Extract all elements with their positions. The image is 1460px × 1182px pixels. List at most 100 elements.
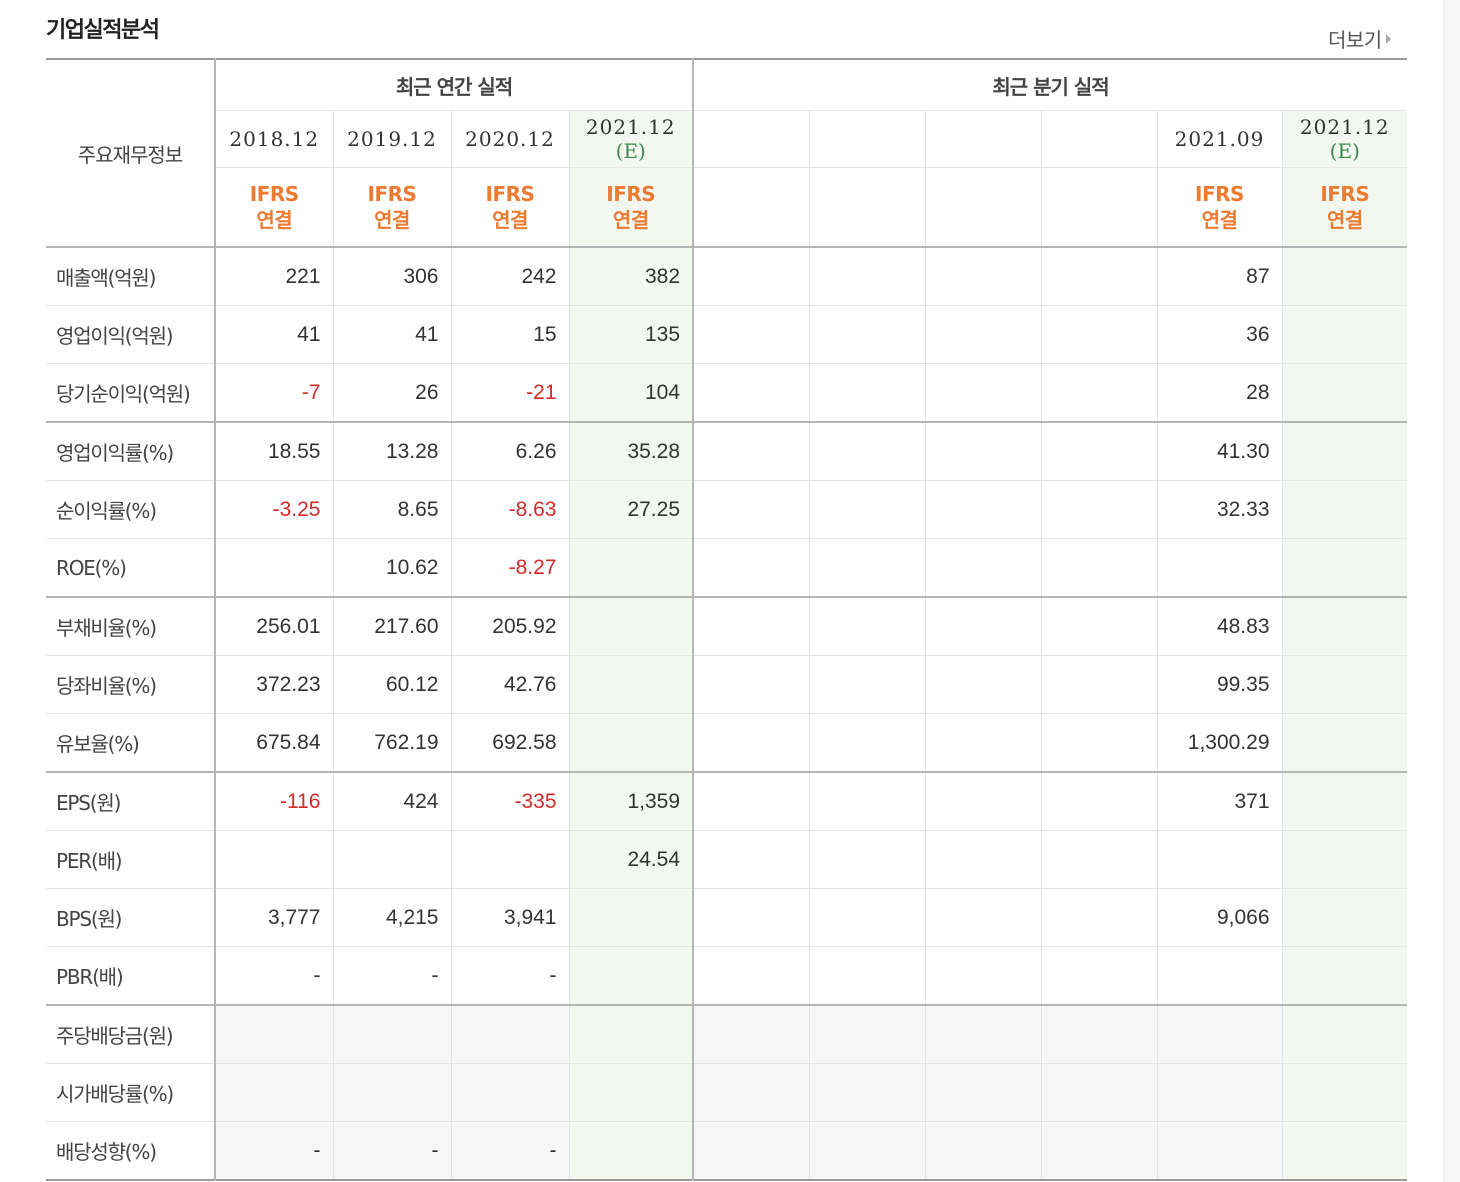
quarter-date-2021-12-estimate: 2021.12 (E) xyxy=(1281,110,1408,168)
annual-value-cell xyxy=(568,596,694,656)
estimate-mark: (E) xyxy=(1329,139,1360,163)
quarter-value-cell xyxy=(692,1004,810,1064)
quarter-value-cell xyxy=(692,713,810,773)
quarter-value-cell xyxy=(1281,771,1408,831)
more-link[interactable]: 더보기 xyxy=(1328,24,1391,53)
scrollbar-track[interactable] xyxy=(1443,0,1460,1182)
annual-value-cell: 135 xyxy=(568,305,694,364)
quarter-value-cell xyxy=(808,1063,926,1122)
quarter-value-cell xyxy=(924,246,1042,306)
quarter-value-cell xyxy=(924,480,1042,539)
annual-value-cell: 10.62 xyxy=(332,538,452,598)
table-row: BPS(원) 3,777 4,215 3,941 9,066 xyxy=(46,888,1408,947)
annual-value-cell xyxy=(214,1004,334,1064)
quarter-value-cell xyxy=(692,421,810,481)
quarter-value-cell: 371 xyxy=(1156,771,1283,831)
quarter-value-cell xyxy=(808,1121,926,1181)
quarter-value-cell xyxy=(1281,538,1408,598)
quarter-value-cell xyxy=(808,771,926,831)
annual-value-cell: 35.28 xyxy=(568,421,694,481)
row-label: 순이익률(%) xyxy=(46,480,216,539)
quarter-value-cell xyxy=(1281,480,1408,539)
quarter-value-cell xyxy=(924,305,1042,364)
row-label: 배당성향(%) xyxy=(46,1121,216,1181)
annual-value-cell xyxy=(450,830,570,889)
row-label: BPS(원) xyxy=(46,888,216,947)
annual-value-cell: 306 xyxy=(332,246,452,306)
annual-date-2018: 2018.12 xyxy=(214,110,334,168)
quarter-value-cell: 48.83 xyxy=(1156,596,1283,656)
row-label: 영업이익률(%) xyxy=(46,421,216,481)
quarter-value-cell xyxy=(924,830,1042,889)
quarter-value-cell xyxy=(1040,480,1158,539)
ifrs-cell-empty xyxy=(692,167,810,248)
quarter-value-cell xyxy=(1040,538,1158,598)
annual-value-cell xyxy=(450,1004,570,1064)
quarter-value-cell xyxy=(692,363,810,423)
quarter-date-2021-09: 2021.09 xyxy=(1156,110,1283,168)
annual-value-cell: 24.54 xyxy=(568,830,694,889)
ifrs-cell-empty xyxy=(1040,167,1158,248)
quarter-value-cell xyxy=(692,888,810,947)
quarter-value-cell xyxy=(692,596,810,656)
quarter-value-cell xyxy=(1040,246,1158,306)
ifrs-cell-empty xyxy=(808,167,926,248)
annual-value-cell: 41 xyxy=(332,305,452,364)
annual-group-header: 최근 연간 실적 xyxy=(213,58,694,111)
more-link-label: 더보기 xyxy=(1328,28,1382,52)
quarter-value-cell: 32.33 xyxy=(1156,480,1283,539)
quarter-value-cell xyxy=(808,538,926,598)
ifrs-header-row: IFRS 연결 IFRS 연결 IFRS 연결 IFRS 연결 IFRS 연결 IFRS 연… xyxy=(46,167,1408,248)
table-row: EPS(원) -116 424 -335 1,359 371 xyxy=(46,771,1408,831)
quarter-value-cell xyxy=(1040,655,1158,714)
quarter-value-cell xyxy=(924,946,1042,1006)
quarter-value-cell xyxy=(692,771,810,831)
quarter-value-cell xyxy=(1281,830,1408,889)
quarter-value-cell xyxy=(808,246,926,306)
quarter-date-1 xyxy=(692,110,810,168)
date-header-row: 2018.12 2019.12 2020.12 2021.12 (E) 2021.… xyxy=(46,110,1408,168)
quarter-value-cell: 87 xyxy=(1156,246,1283,306)
quarter-value-cell xyxy=(1281,246,1408,306)
quarter-value-cell xyxy=(1040,713,1158,773)
annual-value-cell: 221 xyxy=(214,246,334,306)
quarter-value-cell xyxy=(808,363,926,423)
annual-value-cell: 4,215 xyxy=(332,888,452,947)
annual-value-cell: 26 xyxy=(332,363,452,423)
annual-value-cell: - xyxy=(332,946,452,1006)
annual-value-cell xyxy=(568,946,694,1006)
quarter-value-cell xyxy=(1281,305,1408,364)
quarter-value-cell xyxy=(808,421,926,481)
annual-value-cell xyxy=(214,1063,334,1122)
table-row: PBR(배) - - - xyxy=(46,946,1408,1006)
annual-value-cell: 3,777 xyxy=(214,888,334,947)
table-row: 순이익률(%) -3.25 8.65 -8.63 27.25 32.33 xyxy=(46,480,1408,539)
ifrs-badge: IFRS 연결 xyxy=(214,167,334,248)
annual-value-cell: 41 xyxy=(214,305,334,364)
annual-value-cell xyxy=(214,538,334,598)
quarter-value-cell xyxy=(924,363,1042,423)
annual-value-cell: -8.27 xyxy=(450,538,570,598)
annual-value-cell: -3.25 xyxy=(214,480,334,539)
quarter-value-cell xyxy=(808,305,926,364)
table-row: 시가배당률(%) xyxy=(46,1063,1408,1122)
annual-value-cell: 15 xyxy=(450,305,570,364)
quarter-value-cell xyxy=(1040,596,1158,656)
annual-value-cell xyxy=(568,713,694,773)
table-row: 영업이익(억원) 41 41 15 135 36 xyxy=(46,305,1408,364)
quarter-value-cell xyxy=(1281,1004,1408,1064)
quarter-value-cell xyxy=(1281,946,1408,1006)
annual-value-cell: 13.28 xyxy=(332,421,452,481)
table-row: 당기순이익(억원) -7 26 -21 104 28 xyxy=(46,363,1408,423)
ifrs-badge: IFRS 연결 xyxy=(1281,167,1408,248)
annual-value-cell: -21 xyxy=(450,363,570,423)
quarter-value-cell xyxy=(1040,1121,1158,1181)
annual-value-cell: -8.63 xyxy=(450,480,570,539)
annual-value-cell: 205.92 xyxy=(450,596,570,656)
annual-value-cell xyxy=(568,888,694,947)
table-row: 유보율(%) 675.84 762.19 692.58 1,300.29 xyxy=(46,713,1408,773)
annual-value-cell: 42.76 xyxy=(450,655,570,714)
annual-date-2019: 2019.12 xyxy=(332,110,452,168)
quarter-value-cell xyxy=(1281,421,1408,481)
annual-value-cell: 104 xyxy=(568,363,694,423)
